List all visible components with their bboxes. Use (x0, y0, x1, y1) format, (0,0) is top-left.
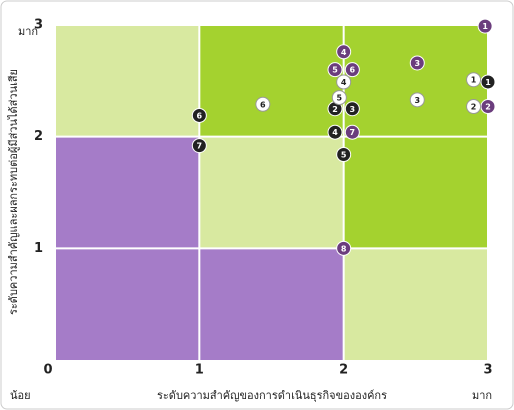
marker (191, 138, 207, 154)
y-axis-label: ระดับความสำคัญและผลกระทบต่อผู้มีส่วนได้ส… (7, 69, 20, 315)
zone (55, 136, 200, 249)
marker (327, 124, 343, 140)
marker-label: 5 (332, 66, 338, 75)
zone (55, 248, 200, 360)
marker (344, 124, 360, 140)
zone (343, 248, 488, 360)
marker-label: 2 (485, 103, 491, 112)
marker (336, 147, 352, 163)
marker (466, 72, 482, 88)
marker (409, 55, 425, 71)
marker-label: 1 (482, 22, 488, 31)
x-tick-label: 3 (483, 363, 492, 378)
zone (343, 136, 488, 249)
marker-label: 6 (197, 111, 203, 120)
marker-label: 7 (350, 128, 356, 137)
marker-label: 1 (485, 78, 491, 87)
marker (466, 99, 482, 115)
marker-label: 4 (341, 48, 347, 57)
zone (343, 25, 488, 137)
zone (199, 25, 344, 137)
marker-label: 8 (341, 244, 347, 253)
annotation-low: น้อย (10, 389, 31, 402)
marker (477, 18, 493, 34)
marker (336, 240, 352, 256)
zone (199, 136, 344, 249)
marker-label: 1 (471, 76, 477, 85)
x-tick-label: 0 (43, 363, 52, 378)
marker-label: 5 (337, 94, 343, 103)
marker-label: 5 (341, 151, 347, 160)
marker-label: 6 (350, 66, 356, 75)
marker (336, 74, 352, 90)
y-tick-label: 2 (34, 129, 43, 144)
marker (191, 107, 207, 123)
marker (409, 92, 425, 108)
marker-label: 6 (260, 100, 266, 109)
zones (55, 25, 488, 360)
annotation-high-y: มาก (18, 25, 38, 38)
marker-label: 2 (332, 105, 338, 114)
marker (344, 101, 360, 117)
marker-label: 3 (350, 105, 356, 114)
marker-label: 4 (341, 78, 347, 87)
marker-label: 3 (414, 96, 420, 105)
marker (480, 74, 496, 90)
x-tick-label: 2 (339, 363, 348, 378)
marker (331, 90, 347, 106)
marker-label: 2 (471, 103, 477, 112)
x-tick-label: 1 (195, 363, 204, 378)
marker-label: 3 (414, 59, 420, 68)
zone (199, 248, 344, 360)
marker (344, 62, 360, 78)
marker (327, 62, 343, 78)
marker (336, 44, 352, 60)
zone (55, 25, 200, 137)
marker-label: 4 (332, 128, 338, 137)
x-axis-label: ระดับความสำคัญของการดำเนินธุรกิจขององค์ก… (157, 389, 387, 402)
annotation-high-x: มาก (472, 389, 492, 402)
y-tick-label: 3 (34, 18, 43, 33)
y-tick-label: 1 (34, 241, 43, 256)
marker-label: 7 (197, 142, 203, 151)
marker (255, 96, 271, 112)
